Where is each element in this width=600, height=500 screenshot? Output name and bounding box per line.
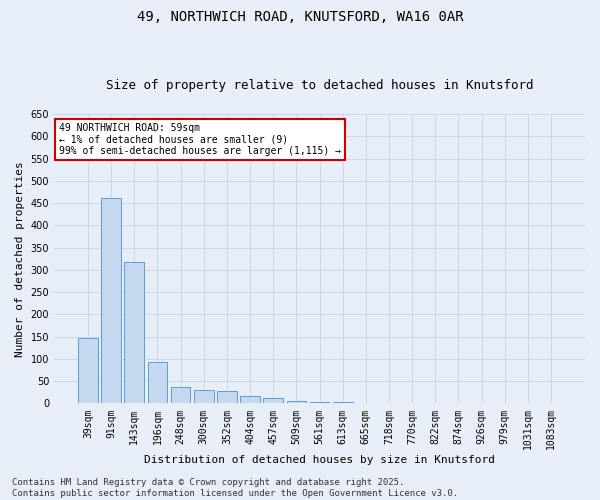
Text: 49 NORTHWICH ROAD: 59sqm
← 1% of detached houses are smaller (9)
99% of semi-det: 49 NORTHWICH ROAD: 59sqm ← 1% of detache…: [59, 122, 341, 156]
Bar: [240, 396, 260, 404]
Bar: [78, 338, 98, 404]
Bar: [217, 391, 237, 404]
Bar: [333, 402, 353, 404]
Bar: [171, 387, 190, 404]
Bar: [101, 198, 121, 404]
Bar: [356, 402, 376, 404]
Text: 49, NORTHWICH ROAD, KNUTSFORD, WA16 0AR: 49, NORTHWICH ROAD, KNUTSFORD, WA16 0AR: [137, 10, 463, 24]
Bar: [263, 398, 283, 404]
Bar: [124, 262, 144, 404]
Bar: [194, 390, 214, 404]
Text: Contains HM Land Registry data © Crown copyright and database right 2025.
Contai: Contains HM Land Registry data © Crown c…: [12, 478, 458, 498]
Y-axis label: Number of detached properties: Number of detached properties: [15, 161, 25, 356]
Bar: [148, 362, 167, 404]
X-axis label: Distribution of detached houses by size in Knutsford: Distribution of detached houses by size …: [144, 455, 495, 465]
Bar: [310, 402, 329, 404]
Title: Size of property relative to detached houses in Knutsford: Size of property relative to detached ho…: [106, 79, 533, 92]
Bar: [287, 401, 306, 404]
